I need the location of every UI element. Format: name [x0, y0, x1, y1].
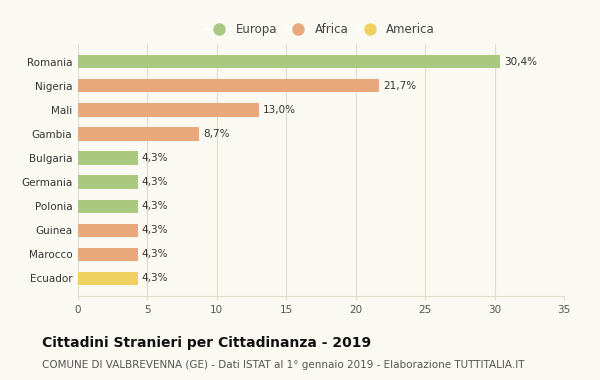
- Bar: [78, 200, 138, 213]
- Bar: [78, 272, 138, 285]
- Text: 4,3%: 4,3%: [142, 273, 169, 283]
- Text: 8,7%: 8,7%: [203, 129, 229, 139]
- Bar: [78, 176, 138, 189]
- Bar: [78, 151, 138, 165]
- Text: COMUNE DI VALBREVENNA (GE) - Dati ISTAT al 1° gennaio 2019 - Elaborazione TUTTIT: COMUNE DI VALBREVENNA (GE) - Dati ISTAT …: [42, 360, 524, 370]
- Text: 30,4%: 30,4%: [504, 57, 537, 67]
- Bar: [78, 55, 500, 68]
- Bar: [78, 79, 379, 92]
- Text: Cittadini Stranieri per Cittadinanza - 2019: Cittadini Stranieri per Cittadinanza - 2…: [42, 336, 371, 350]
- Text: 4,3%: 4,3%: [142, 225, 169, 235]
- Text: 4,3%: 4,3%: [142, 177, 169, 187]
- Bar: [78, 248, 138, 261]
- Text: 13,0%: 13,0%: [263, 105, 296, 115]
- Bar: [78, 103, 259, 117]
- Text: 4,3%: 4,3%: [142, 249, 169, 259]
- Legend: Europa, Africa, America: Europa, Africa, America: [203, 19, 439, 40]
- Text: 4,3%: 4,3%: [142, 153, 169, 163]
- Text: 4,3%: 4,3%: [142, 201, 169, 211]
- Bar: [78, 127, 199, 141]
- Bar: [78, 223, 138, 237]
- Text: 21,7%: 21,7%: [383, 81, 416, 91]
